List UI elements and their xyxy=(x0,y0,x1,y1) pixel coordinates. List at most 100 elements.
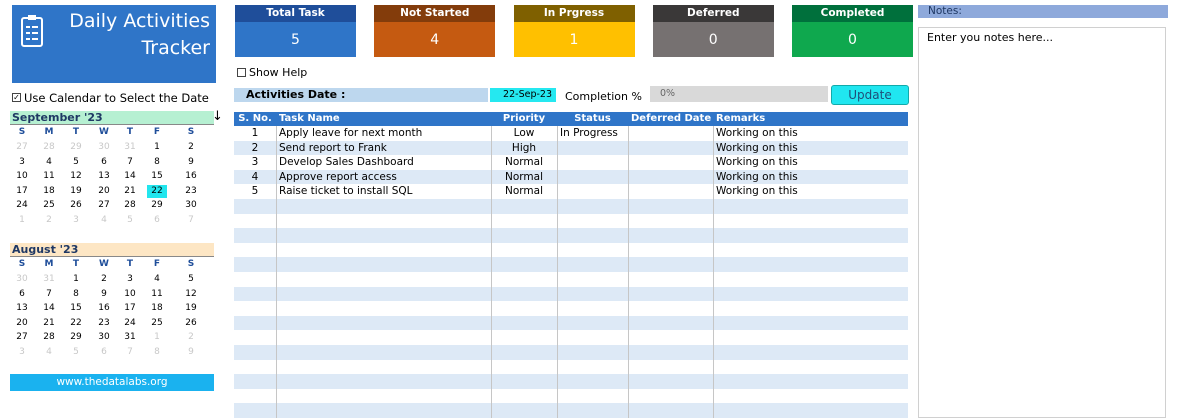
calendar-day[interactable]: 30 xyxy=(16,274,28,284)
update-button[interactable]: Update xyxy=(831,85,909,105)
calendar-day[interactable]: 5 xyxy=(73,347,79,357)
calendar-day[interactable]: 3 xyxy=(19,347,25,357)
calendar-day[interactable]: 5 xyxy=(73,156,79,167)
calendar-day[interactable]: 16 xyxy=(98,303,110,314)
calendar-day[interactable]: 6 xyxy=(101,156,107,167)
calendar-day[interactable]: 25 xyxy=(151,317,163,328)
calendar-day[interactable]: 4 xyxy=(154,274,160,284)
calendar-day[interactable]: 4 xyxy=(46,347,52,357)
calendar-day[interactable]: 31 xyxy=(124,142,136,152)
calendar-day[interactable]: 1 xyxy=(154,332,160,343)
calendar-day[interactable]: 1 xyxy=(19,215,25,225)
calendar-day[interactable]: 19 xyxy=(185,303,197,314)
calendar-day[interactable]: 2 xyxy=(101,274,107,284)
calendar-day[interactable]: 20 xyxy=(98,185,110,196)
calendar-day[interactable]: 7 xyxy=(127,156,133,167)
calendar-day[interactable]: 9 xyxy=(101,288,107,299)
calendar-day[interactable]: 16 xyxy=(185,171,197,182)
calendar-day[interactable]: 26 xyxy=(185,317,197,328)
calendar-day[interactable]: 4 xyxy=(46,156,52,167)
calendar-day[interactable]: 31 xyxy=(43,274,55,284)
weekday: W xyxy=(99,127,109,137)
calendar-day[interactable]: 14 xyxy=(124,171,136,182)
calendar-day[interactable]: 30 xyxy=(98,142,110,152)
calendar-day[interactable]: 14 xyxy=(43,303,55,314)
calendar-day[interactable]: 1 xyxy=(73,274,79,284)
calendar-day[interactable]: 28 xyxy=(43,142,55,152)
weekday: S xyxy=(18,259,26,269)
calendar-day[interactable]: 10 xyxy=(124,288,136,299)
calendar-day[interactable]: 8 xyxy=(154,156,160,167)
calendar-day[interactable]: 17 xyxy=(16,185,28,196)
calendar-day[interactable]: 8 xyxy=(73,288,79,299)
title-line: Tracker xyxy=(141,37,210,59)
weekday: F xyxy=(153,127,161,137)
calendar-day[interactable]: 13 xyxy=(98,171,110,182)
calendar-day[interactable]: 30 xyxy=(185,200,197,211)
calendar-day[interactable]: 15 xyxy=(70,303,82,314)
calendar-day[interactable]: 22 xyxy=(70,317,82,328)
calendar-day[interactable]: 31 xyxy=(124,332,136,343)
calendar-day[interactable]: 22 xyxy=(147,184,167,198)
calendar-day[interactable]: 27 xyxy=(16,332,28,343)
calendar-day[interactable]: 27 xyxy=(98,200,110,211)
calendar-day[interactable]: 29 xyxy=(70,332,82,343)
calendar-day[interactable]: 18 xyxy=(151,303,163,314)
calendar-day[interactable]: 6 xyxy=(154,215,160,225)
footer-link[interactable]: www.thedatalabs.org xyxy=(10,374,214,391)
calendar-day[interactable]: 21 xyxy=(124,185,136,196)
calendar-day[interactable]: 12 xyxy=(70,171,82,182)
calendar-day[interactable]: 27 xyxy=(16,142,28,152)
calendar-day[interactable]: 30 xyxy=(98,332,110,343)
calendar-day[interactable]: 29 xyxy=(70,142,82,152)
calendar-day[interactable]: 1 xyxy=(154,142,160,152)
calendar-title: September '23 xyxy=(12,111,103,124)
calendar-checkbox[interactable]: ✓ xyxy=(12,93,21,102)
calendar-day[interactable]: 23 xyxy=(185,185,197,196)
calendar-day[interactable]: 11 xyxy=(43,171,55,182)
calendar-day[interactable]: 9 xyxy=(188,156,194,167)
calendar-day[interactable]: 24 xyxy=(16,200,28,211)
calendar-day[interactable]: 25 xyxy=(43,200,55,211)
calendar-day[interactable]: 2 xyxy=(46,215,52,225)
calendar-day[interactable]: 3 xyxy=(73,215,79,225)
calendar-day[interactable]: 9 xyxy=(188,347,194,357)
calendar-label: Use Calendar to Select the Date xyxy=(24,91,209,105)
calendar-day[interactable]: 29 xyxy=(151,200,163,211)
table-cell: 2 xyxy=(251,141,259,154)
table-cell: Raise ticket to install SQL xyxy=(279,185,413,198)
calendar-day[interactable]: 3 xyxy=(127,274,133,284)
calendar-day[interactable]: 2 xyxy=(188,332,194,343)
calendar-day[interactable]: 28 xyxy=(43,332,55,343)
calendar-day[interactable]: 26 xyxy=(70,200,82,211)
calendar-day[interactable]: 19 xyxy=(70,185,82,196)
calendar-day[interactable]: 7 xyxy=(127,347,133,357)
calendar-day[interactable]: 17 xyxy=(124,303,136,314)
calendar-day[interactable]: 3 xyxy=(19,156,25,167)
calendar-day[interactable]: 6 xyxy=(19,288,25,299)
calendar-day[interactable]: 7 xyxy=(46,288,52,299)
calendar-day[interactable]: 28 xyxy=(124,200,136,211)
calendar-day[interactable]: 5 xyxy=(127,215,133,225)
weekday: T xyxy=(72,127,80,137)
calendar-day[interactable]: 12 xyxy=(185,288,197,299)
calendar-day[interactable]: 20 xyxy=(16,317,28,328)
calendar-day[interactable]: 5 xyxy=(188,274,194,284)
table-row xyxy=(234,345,908,360)
calendar-day[interactable]: 11 xyxy=(151,288,163,299)
calendar-day[interactable]: 2 xyxy=(188,142,194,152)
calendar-day[interactable]: 6 xyxy=(101,347,107,357)
show-help-checkbox[interactable] xyxy=(237,68,246,77)
calendar-day[interactable]: 21 xyxy=(43,317,55,328)
calendar-day[interactable]: 23 xyxy=(98,317,110,328)
calendar-day[interactable]: 10 xyxy=(16,171,28,182)
calendar-day[interactable]: 4 xyxy=(101,215,107,225)
calendar-day[interactable]: 18 xyxy=(43,185,55,196)
notes-box[interactable] xyxy=(918,27,1166,418)
calendar-day[interactable]: 7 xyxy=(188,215,194,225)
date-value[interactable]: 22-Sep-23 xyxy=(490,88,556,102)
calendar-day[interactable]: 8 xyxy=(154,347,160,357)
calendar-day[interactable]: 13 xyxy=(16,303,28,314)
calendar-day[interactable]: 15 xyxy=(151,171,163,182)
calendar-day[interactable]: 24 xyxy=(124,317,136,328)
